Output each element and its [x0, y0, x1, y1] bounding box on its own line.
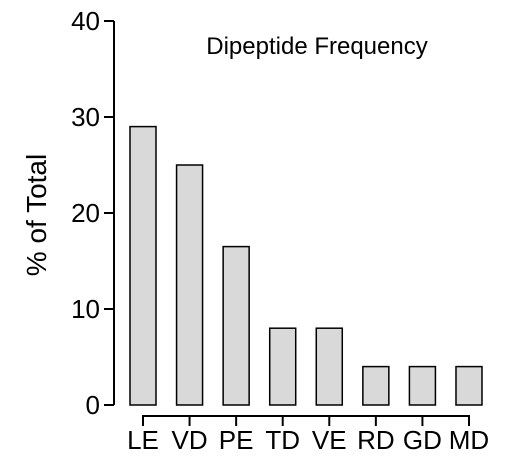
bar-td	[268, 327, 297, 406]
x-tick-label: VD	[172, 425, 208, 455]
bar-rd	[362, 365, 390, 406]
bar-pe	[222, 245, 250, 406]
bars	[129, 125, 483, 406]
y-tick-label: 40	[71, 6, 100, 36]
bar-ve	[315, 327, 344, 406]
x-tick-label: PE	[219, 425, 254, 455]
x-tick-label: GD	[403, 425, 442, 455]
bar-gd	[408, 365, 437, 406]
bar-le	[129, 125, 157, 406]
y-tick-label: 20	[71, 198, 100, 228]
bar-vd	[175, 164, 204, 406]
y-axis-label: % of Total	[21, 154, 52, 276]
x-tick-label: RD	[357, 425, 395, 455]
y-tick-label: 30	[71, 102, 100, 132]
x-tick-label: LE	[127, 425, 159, 455]
x-tick-label: VE	[312, 425, 347, 455]
x-axis: LE VD PE TD VE RD GD MD	[127, 415, 489, 455]
x-tick-label: TD	[265, 425, 300, 455]
y-tick-label: 0	[86, 390, 100, 420]
x-tick-label: MD	[449, 425, 489, 455]
y-tick-label: 10	[71, 294, 100, 324]
y-axis: 0 10 20 30 40	[71, 6, 115, 420]
chart-title: Dipeptide Frequency	[206, 33, 427, 60]
bar-md	[455, 365, 483, 406]
